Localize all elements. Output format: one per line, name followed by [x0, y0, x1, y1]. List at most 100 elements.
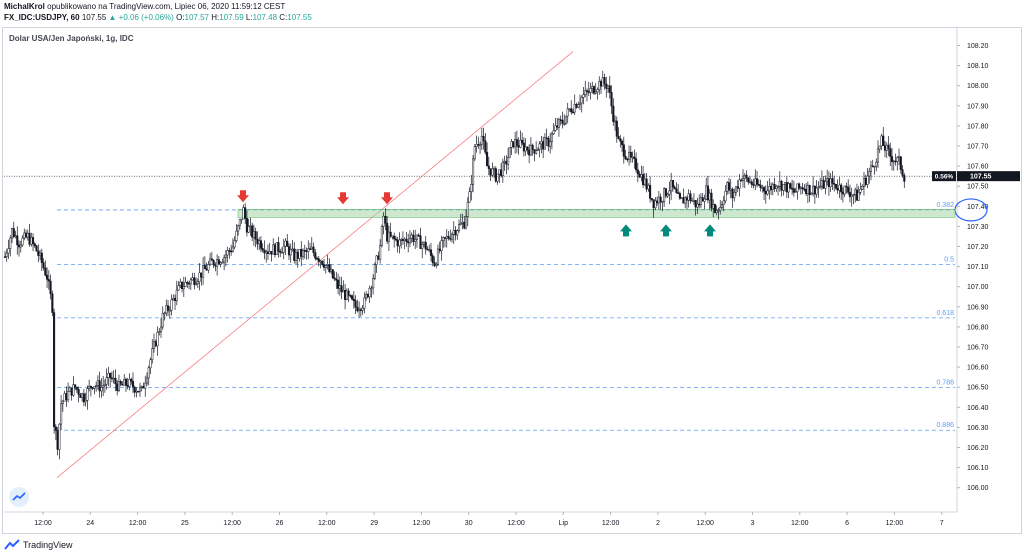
candle-body — [449, 238, 452, 240]
candle-body — [815, 187, 818, 195]
candle-body — [435, 264, 438, 266]
candle-body — [508, 147, 511, 158]
support-resistance-zone[interactable] — [237, 209, 956, 218]
candle-body — [885, 144, 888, 151]
candle-body — [110, 377, 113, 380]
candle-body — [831, 178, 834, 184]
time-axis-label: 12:00 — [34, 520, 52, 527]
candle-body — [559, 119, 562, 121]
candle-body — [46, 274, 49, 280]
candle-body — [249, 225, 252, 228]
price-axis-label: 107.40 — [967, 204, 989, 211]
time-axis-label: 29 — [370, 520, 378, 527]
last-price: 107.55 — [81, 13, 107, 22]
candle-body — [619, 138, 622, 142]
candle-body — [570, 108, 573, 113]
candle-body — [785, 182, 788, 193]
symbol-ohlc-bar: FX_IDC:USDJPY, 60 107.55 ▲ +0.06 (+0.06%… — [4, 13, 312, 22]
candle-body — [475, 144, 478, 147]
candle-body — [549, 141, 552, 147]
candle-body — [635, 158, 638, 171]
down-arrow-icon — [381, 192, 393, 205]
candle-body — [643, 178, 646, 185]
candle-body — [456, 230, 459, 236]
candle-body — [375, 255, 378, 265]
candle-body — [345, 290, 348, 300]
candle-body — [145, 377, 149, 384]
candle-body — [862, 177, 866, 187]
candle-body — [330, 269, 333, 272]
time-axis-label: 12:00 — [129, 520, 147, 527]
candle-body — [217, 259, 220, 265]
price-axis-label: 106.80 — [967, 324, 989, 331]
candle-body — [536, 149, 539, 151]
time-axis-label: 30 — [465, 520, 473, 527]
candle-body — [95, 385, 98, 387]
candle-body — [286, 240, 289, 247]
candle-body — [74, 384, 77, 388]
candle-body — [621, 140, 624, 145]
candle-body — [440, 240, 443, 252]
candle-body — [96, 380, 99, 386]
candle-body — [642, 174, 645, 185]
candle-body — [892, 160, 895, 163]
candle-body — [254, 231, 257, 240]
trend-line — [56, 51, 574, 478]
candle-body — [473, 146, 476, 160]
candle-body — [871, 165, 874, 168]
footer-brand[interactable]: TradingView — [4, 538, 73, 552]
candle-body — [778, 180, 781, 187]
time-axis-label: 6 — [845, 520, 849, 527]
candle-body — [566, 108, 569, 117]
time-axis-label: Lip — [559, 520, 568, 527]
candle-body — [359, 309, 362, 311]
author-name[interactable]: MichalKrol — [4, 2, 45, 11]
candle-body — [282, 245, 285, 253]
candle-body — [857, 192, 860, 201]
candle-body — [689, 193, 692, 201]
candle-body — [826, 178, 829, 182]
candle-body — [203, 265, 206, 270]
tradingview-badge[interactable] — [9, 487, 29, 507]
candle-body — [608, 85, 611, 93]
candle-body — [836, 187, 839, 191]
candle-body — [5, 252, 8, 257]
candle-body — [265, 251, 268, 254]
candle-body — [517, 145, 520, 148]
candle-body — [801, 187, 804, 190]
time-axis-label: 12:00 — [413, 520, 431, 527]
candle-body — [755, 178, 759, 185]
down-arrow-icon — [337, 192, 349, 205]
down-arrow-icon — [237, 190, 249, 203]
candle-body — [493, 168, 496, 170]
candle-body — [855, 189, 859, 201]
candle-body — [305, 250, 308, 252]
candle-body — [654, 200, 657, 209]
time-axis-label: 7 — [940, 520, 944, 527]
candle-body — [752, 184, 755, 186]
candle-body — [573, 104, 576, 113]
candle-body — [338, 285, 341, 289]
candle-body — [883, 145, 887, 151]
price-axis-label: 106.30 — [967, 425, 989, 432]
candle-body — [67, 391, 70, 401]
candle-body — [61, 400, 64, 405]
candle-body — [675, 188, 678, 193]
candle-body — [161, 313, 164, 328]
candle-body — [833, 183, 836, 185]
candle-body — [259, 240, 262, 249]
candle-body — [861, 185, 864, 190]
candle-body — [344, 289, 347, 300]
candle-body — [384, 215, 387, 224]
candle-body — [575, 104, 578, 108]
candle-body — [84, 400, 87, 403]
candle-body — [365, 294, 368, 299]
candle-body — [717, 210, 720, 212]
candle-body — [326, 264, 329, 266]
price-axis-label: 107.70 — [967, 144, 989, 151]
candle-body — [294, 252, 298, 261]
candle-body — [622, 144, 625, 157]
candle-body — [529, 144, 532, 156]
candle-body — [505, 160, 508, 165]
